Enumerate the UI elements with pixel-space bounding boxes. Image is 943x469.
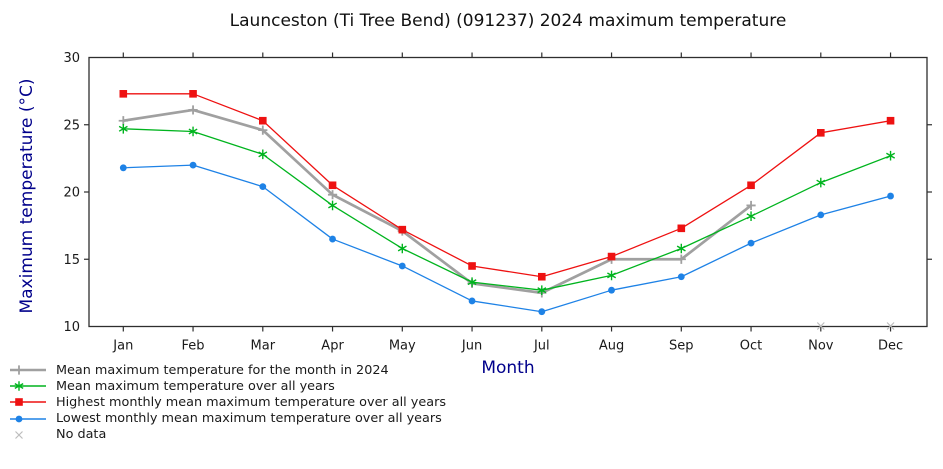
legend-circle-swatch bbox=[10, 415, 46, 423]
legend-item: Highest monthly mean maximum temperature… bbox=[6, 394, 446, 410]
x-tick-label: May bbox=[389, 339, 416, 354]
series-1 bbox=[118, 123, 896, 295]
x-tick-label: Jul bbox=[533, 339, 550, 354]
x-tick-label: Dec bbox=[878, 339, 903, 354]
legend-item: Mean maximum temperature for the month i… bbox=[6, 362, 446, 378]
legend-item: Lowest monthly mean maximum temperature … bbox=[6, 411, 446, 427]
legend-plus-swatch bbox=[10, 365, 46, 375]
x-tick-label: Jan bbox=[112, 339, 133, 354]
y-tick-label: 30 bbox=[63, 51, 80, 66]
x-tick-label: Jun bbox=[461, 339, 482, 354]
x-tick-label: Mar bbox=[251, 339, 276, 354]
axis-tick-labels: Jan Feb Mar Apr May Jun Jul Aug Sep Oct Nov Dec 30 25… bbox=[63, 51, 903, 354]
chart-title: Launceston (Ti Tree Bend) (091237) 2024 … bbox=[229, 11, 787, 31]
y-tick-label: 10 bbox=[63, 320, 80, 335]
series-0 bbox=[118, 105, 756, 298]
legend-asterisk-swatch bbox=[10, 381, 46, 392]
legend-item: No data bbox=[6, 427, 446, 443]
y-tick-label: 20 bbox=[63, 186, 80, 201]
x-tick-label: Oct bbox=[740, 339, 762, 354]
legend-label: Lowest monthly mean maximum temperature … bbox=[56, 411, 442, 427]
legend-label: Highest monthly mean maximum temperature… bbox=[56, 394, 447, 410]
legend-square-swatch bbox=[10, 398, 46, 407]
legend-item: Mean maximum temperature over all years bbox=[6, 378, 446, 394]
x-tick-label: Aug bbox=[599, 339, 624, 354]
y-tick-label: 25 bbox=[63, 118, 80, 133]
x-tick-label: Feb bbox=[182, 339, 205, 354]
legend-label: Mean maximum temperature for the month i… bbox=[56, 362, 389, 378]
series-3 bbox=[119, 161, 894, 316]
no-data-markers bbox=[816, 322, 895, 330]
axis-ticks bbox=[84, 52, 932, 332]
legend-label: Mean maximum temperature over all years bbox=[56, 378, 335, 394]
legend-label: No data bbox=[56, 427, 107, 443]
y-tick-label: 15 bbox=[63, 253, 80, 268]
legend-x-swatch bbox=[15, 430, 23, 439]
series-2 bbox=[119, 90, 895, 281]
x-axis-label: Month bbox=[481, 358, 535, 378]
x-tick-label: Sep bbox=[669, 339, 694, 354]
x-tick-label: Apr bbox=[321, 339, 344, 354]
chart-legend: Mean maximum temperature for the month i… bbox=[6, 362, 446, 443]
x-tick-label: Nov bbox=[808, 339, 834, 354]
